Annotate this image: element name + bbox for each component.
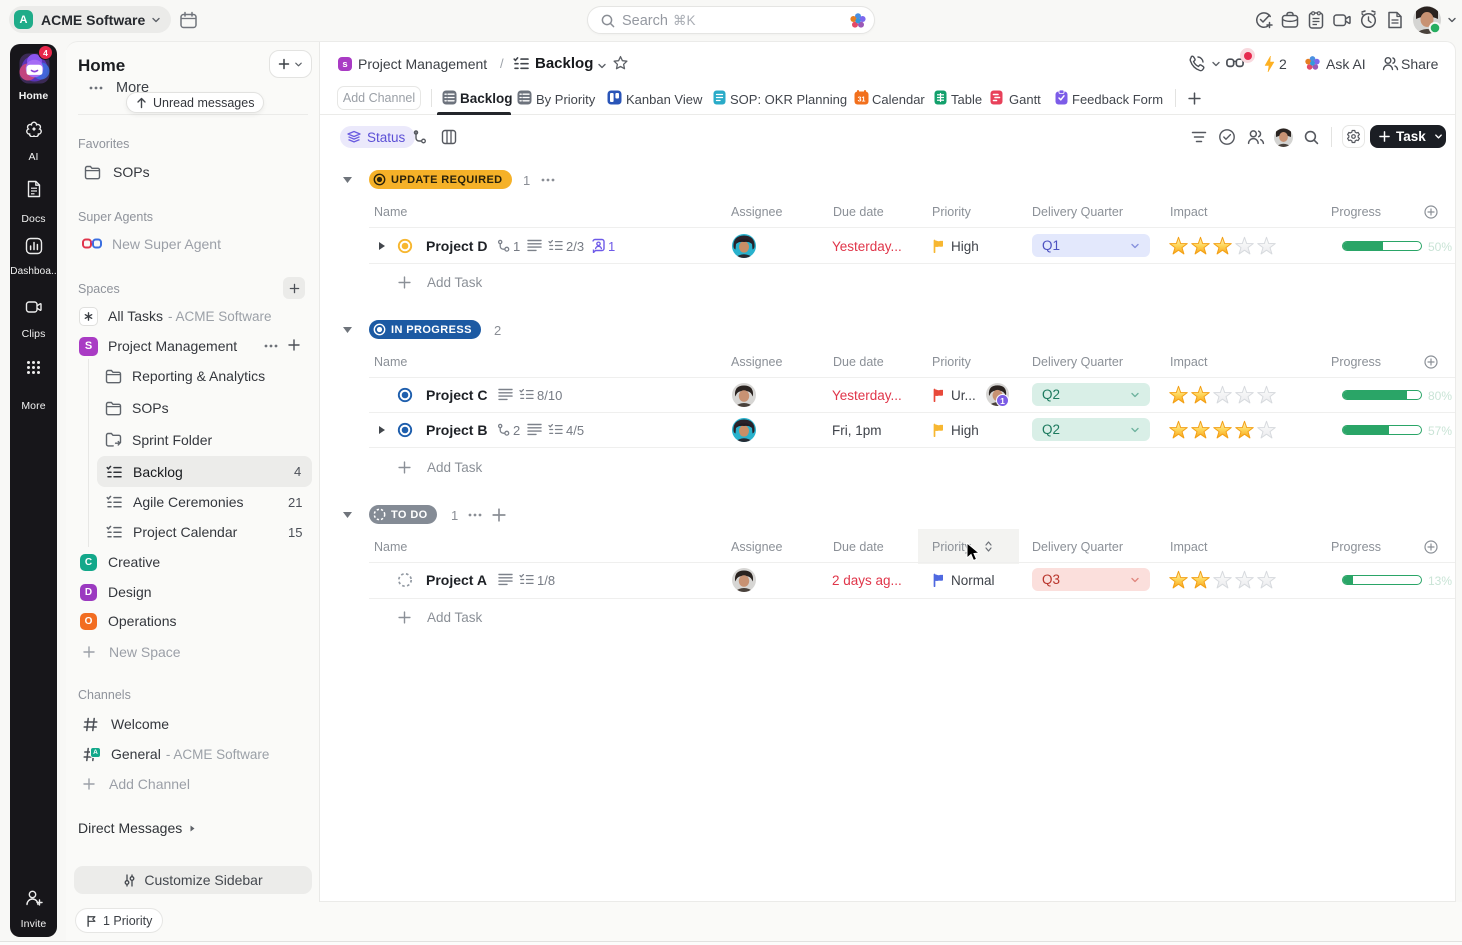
svg-text:31: 31 bbox=[858, 97, 866, 104]
